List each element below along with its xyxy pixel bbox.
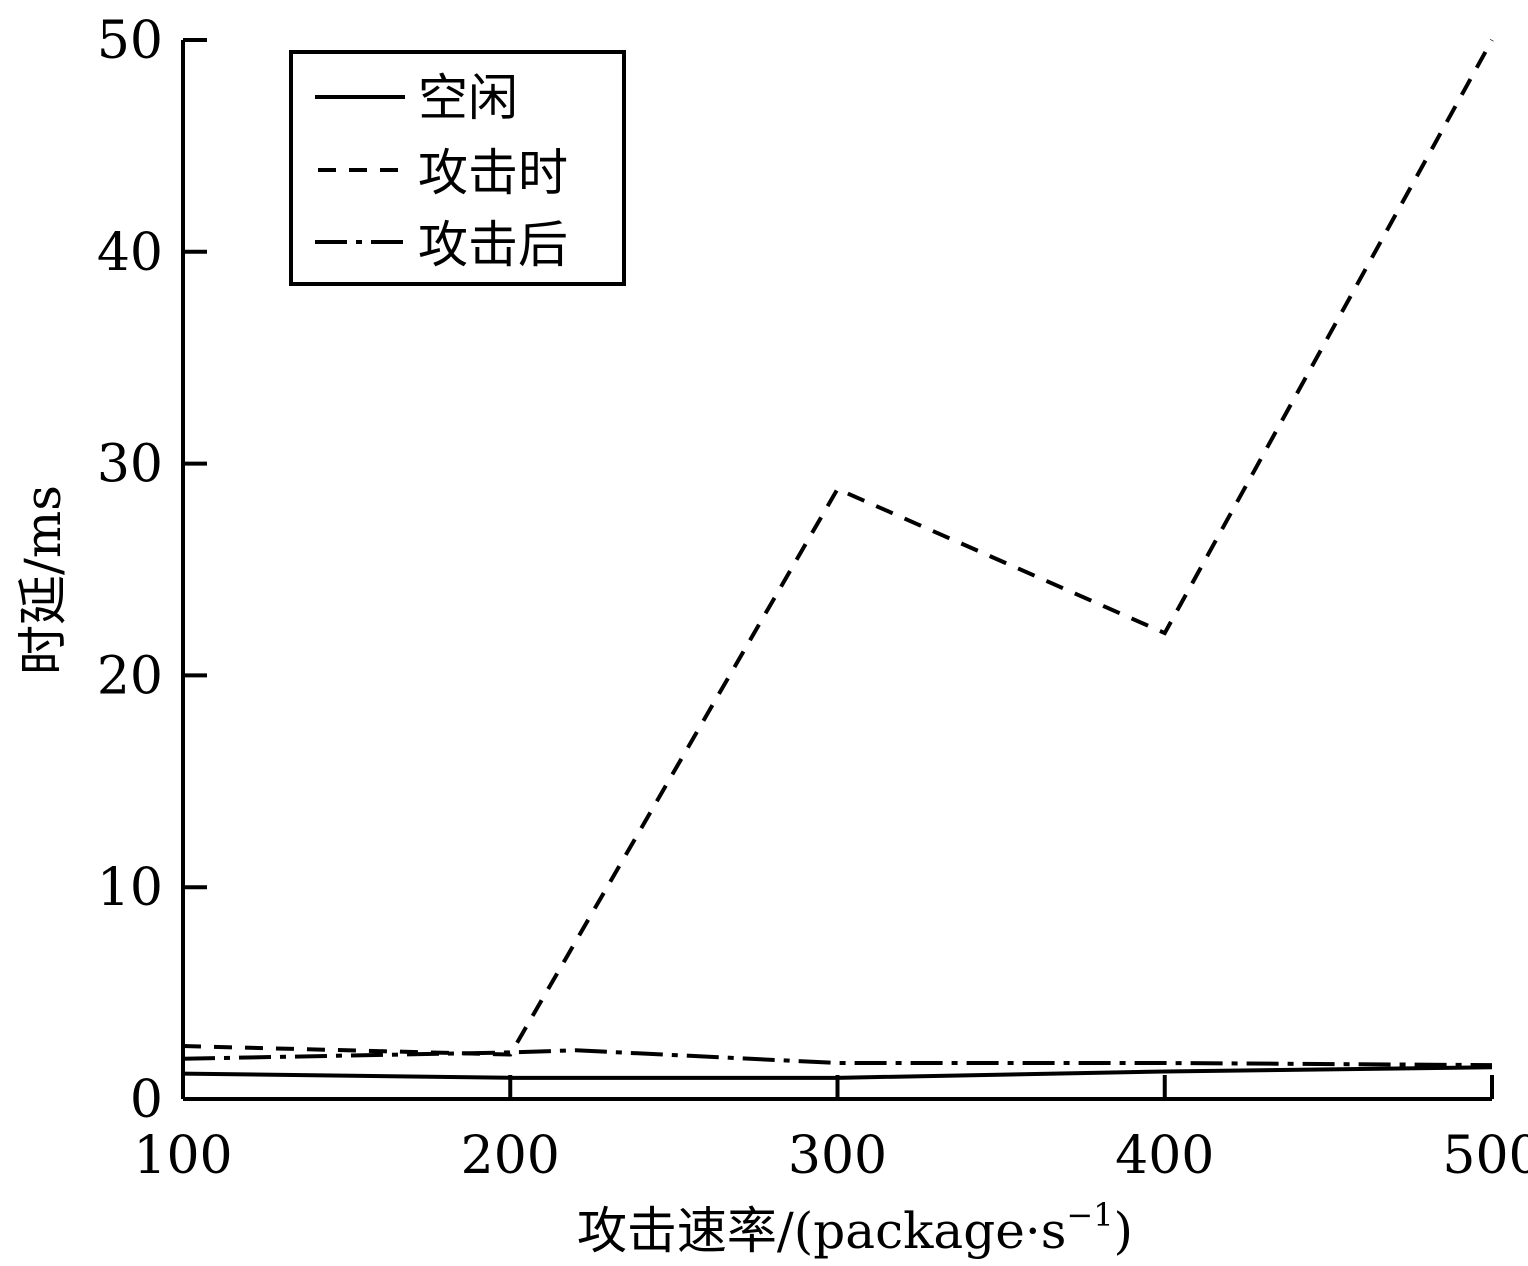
- x-tick-label: 500: [1442, 1126, 1528, 1186]
- y-tick-label: 10: [97, 858, 163, 918]
- y-tick-label: 50: [97, 11, 163, 71]
- series-attack-line: [182, 39, 1494, 1057]
- x-axis-title-main: 攻击速率/(package·s: [577, 1202, 1066, 1260]
- legend-label-idle: 空闲: [418, 69, 518, 127]
- legend: 空闲 攻击时 攻击后: [289, 50, 626, 286]
- x-tick-label: 100: [133, 1126, 232, 1186]
- x-tick-label: 300: [788, 1126, 887, 1186]
- y-tick-label: 40: [97, 223, 163, 283]
- series-lines: [182, 39, 1494, 1080]
- axes: 0 10 20 30 40 50 100 200 300 400 500: [97, 11, 1528, 1186]
- x-tick-label: 200: [461, 1126, 560, 1186]
- y-axis-title: 时延/ms: [14, 485, 72, 675]
- x-axis-title-sup: −1: [1066, 1196, 1113, 1234]
- x-tick-label: 400: [1115, 1126, 1214, 1186]
- y-tick-label: 0: [130, 1070, 163, 1130]
- x-axis-title-close: ): [1114, 1202, 1134, 1260]
- series-after-attack-line: [182, 1048, 1493, 1068]
- legend-label-attack: 攻击时: [418, 144, 568, 202]
- x-axis-title: 攻击速率/(package·s−1): [577, 1196, 1133, 1260]
- series-idle-line: [182, 1065, 1493, 1080]
- y-tick-label: 20: [97, 646, 163, 706]
- y-tick-label: 30: [97, 435, 163, 495]
- legend-label-after: 攻击后: [418, 216, 568, 274]
- legend-frame: [289, 50, 626, 286]
